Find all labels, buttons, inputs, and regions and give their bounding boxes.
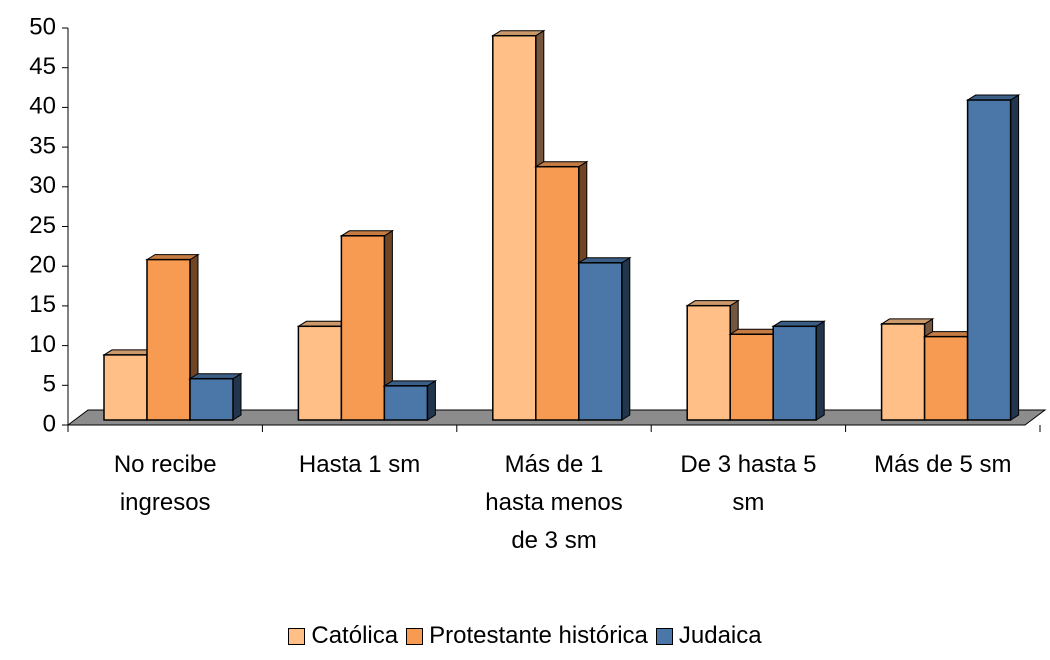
bar-front — [966, 99, 1012, 421]
bar-side — [426, 379, 436, 421]
bar-front — [923, 335, 969, 421]
legend-item: Judaica — [655, 622, 762, 650]
x-tick-label: Hasta 1 sm — [298, 451, 421, 478]
bar-top — [771, 320, 826, 327]
bar — [965, 94, 1021, 421]
bar-front — [297, 325, 343, 421]
legend-label: Católica — [311, 622, 399, 649]
x-tick-label: Más de 5 sm — [874, 451, 1012, 478]
bar-top — [382, 380, 438, 387]
bar-front — [772, 325, 817, 421]
bar-front — [146, 258, 191, 421]
bar-front — [340, 235, 386, 421]
legend-swatch — [288, 627, 306, 645]
bar-top — [188, 373, 243, 380]
y-tick-label: 20 — [29, 252, 56, 279]
bar-front — [880, 323, 926, 421]
y-tick-label: 10 — [29, 331, 56, 358]
y-tick-label: 50 — [29, 13, 56, 40]
bar-side — [621, 256, 631, 421]
bar — [339, 229, 395, 421]
legend-item: Católica — [288, 622, 398, 650]
y-tick-label: 5 — [43, 371, 56, 398]
legend-label: Judaica — [678, 622, 762, 649]
y-tick-label: 0 — [43, 410, 56, 437]
bar-front — [103, 354, 148, 421]
y-tick-label: 25 — [29, 212, 56, 239]
y-tick-label: 45 — [29, 53, 56, 80]
legend-swatch — [655, 627, 673, 645]
y-tick-label: 30 — [29, 172, 56, 199]
bar-front — [535, 165, 580, 421]
x-tick-label: Más de 1 hasta menos de 3 sm — [485, 451, 623, 554]
legend: Católica Protestante histórica Judaica — [0, 622, 1050, 650]
bar — [577, 256, 632, 421]
bar-front — [383, 385, 429, 421]
bar-front — [686, 304, 731, 421]
legend-swatch — [406, 627, 424, 645]
y-tick-label: 35 — [29, 132, 56, 159]
x-tick-label: De 3 hasta 5 sm — [680, 451, 817, 516]
bar-front — [492, 34, 537, 421]
bar-front — [578, 262, 623, 421]
bar-front — [729, 333, 774, 421]
legend-label: Protestante histórica — [429, 622, 648, 649]
bar — [382, 379, 438, 421]
bar-side — [232, 372, 242, 421]
bar-front — [189, 377, 234, 421]
bar — [188, 372, 243, 421]
bar — [771, 320, 826, 421]
x-tick-label: No recibe ingresos — [113, 451, 217, 516]
bar-side — [815, 320, 825, 421]
y-tick-label: 15 — [29, 291, 56, 318]
legend-item: Protestante histórica — [406, 622, 648, 650]
y-tick-label: 40 — [29, 93, 56, 120]
bar-side — [1010, 94, 1020, 421]
